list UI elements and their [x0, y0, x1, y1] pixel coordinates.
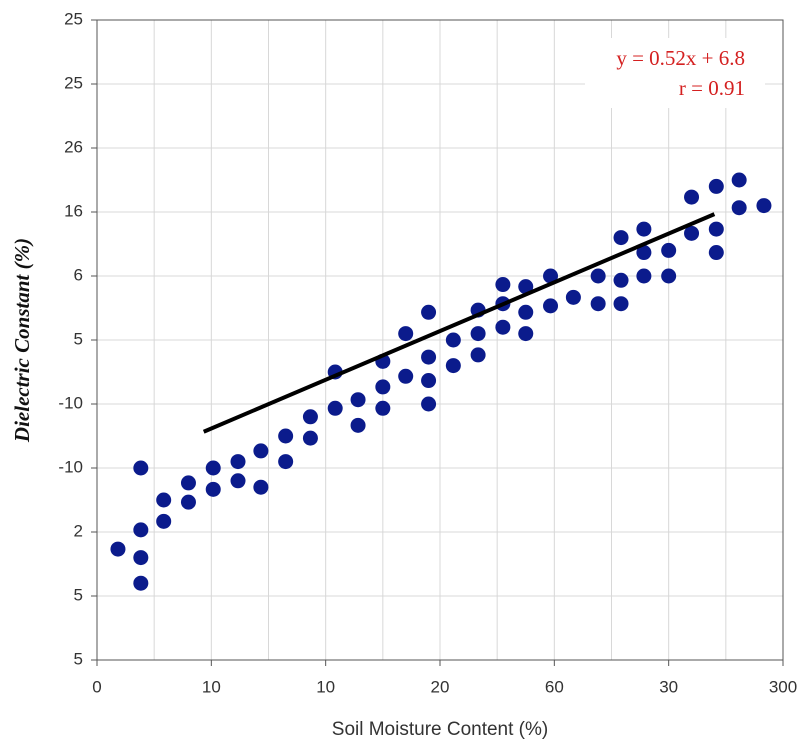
annotation: r = 0.91	[679, 76, 745, 100]
point	[375, 379, 391, 395]
annotation: y = 0.52x + 6.8	[616, 46, 745, 70]
point	[398, 326, 414, 342]
x-tick-label: 30	[659, 677, 678, 696]
point	[613, 272, 629, 288]
point	[636, 245, 652, 261]
point	[661, 242, 677, 258]
plot-frame	[96, 19, 784, 661]
y-tick-label: 25	[64, 9, 83, 28]
point	[375, 400, 391, 416]
point	[756, 198, 772, 214]
x-axis-title: Soil Moisture Content (%)	[332, 719, 548, 740]
point	[636, 221, 652, 237]
point	[133, 550, 149, 566]
point	[731, 172, 747, 188]
point	[661, 268, 677, 284]
point	[205, 460, 221, 476]
point	[156, 513, 172, 529]
point	[133, 522, 149, 538]
point	[133, 575, 149, 591]
point	[708, 245, 724, 261]
point	[470, 326, 486, 342]
point	[495, 277, 511, 293]
point	[421, 349, 437, 365]
point	[518, 326, 534, 342]
point	[421, 304, 437, 320]
point	[495, 319, 511, 335]
x-tick-label: 20	[431, 677, 450, 696]
point	[278, 454, 294, 470]
y-tick-label: -10	[58, 393, 83, 412]
x-tick-label: 10	[316, 677, 335, 696]
point	[230, 473, 246, 489]
point	[708, 178, 724, 194]
y-tick-label: 5	[74, 585, 83, 604]
point	[613, 296, 629, 312]
point	[302, 430, 318, 446]
y-tick-label: 2	[74, 521, 83, 540]
point	[278, 428, 294, 444]
point	[590, 268, 606, 284]
point	[253, 443, 269, 459]
y-tick-label: 6	[74, 265, 83, 284]
point	[110, 541, 126, 557]
point	[421, 373, 437, 389]
point	[253, 479, 269, 495]
x-tick-label: 10	[202, 677, 221, 696]
point	[156, 492, 172, 508]
point	[421, 396, 437, 412]
point	[327, 400, 343, 416]
point	[205, 481, 221, 497]
point	[133, 460, 149, 476]
point	[180, 475, 196, 491]
point	[684, 189, 700, 205]
point	[470, 347, 486, 363]
point	[445, 332, 461, 348]
point	[590, 296, 606, 312]
x-tick-label: 300	[769, 677, 797, 696]
point	[302, 409, 318, 425]
point	[565, 289, 581, 305]
y-tick-label: 25	[64, 73, 83, 92]
y-tick-label: 5	[74, 329, 83, 348]
fit-line	[202, 212, 716, 434]
point	[350, 392, 366, 408]
point	[445, 358, 461, 374]
point	[543, 298, 559, 314]
point	[518, 304, 534, 320]
point	[350, 417, 366, 433]
point	[613, 230, 629, 246]
point	[543, 268, 559, 284]
point	[708, 221, 724, 237]
y-axis-title: Dielectric Constant (%)	[10, 238, 34, 443]
point	[230, 454, 246, 470]
y-tick-label: 26	[64, 137, 83, 156]
y-tick-label: 16	[64, 201, 83, 220]
point	[684, 225, 700, 241]
point	[180, 494, 196, 510]
annotation-box	[585, 38, 765, 108]
point	[398, 368, 414, 384]
point	[636, 268, 652, 284]
y-tick-label: -10	[58, 457, 83, 476]
point	[731, 200, 747, 216]
point	[518, 279, 534, 295]
x-tick-label: 60	[545, 677, 564, 696]
x-tick-label: 0	[92, 677, 101, 696]
y-tick-label: 5	[74, 649, 83, 668]
